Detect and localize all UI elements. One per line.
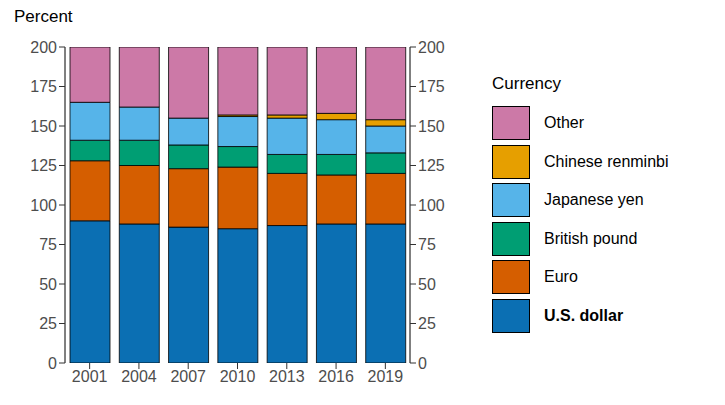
- html-text:U.S. dollar: U.S. dollar: [544, 306, 624, 324]
- svg-text:25: 25: [39, 315, 57, 332]
- svg-text:125: 125: [30, 157, 57, 174]
- svg-text:0: 0: [48, 355, 57, 372]
- svg-text:200: 200: [418, 39, 445, 56]
- html-text:Chinese renminbi: Chinese renminbi: [544, 152, 669, 170]
- svg-text:150: 150: [30, 118, 57, 135]
- html-text:Euro: Euro: [544, 268, 578, 286]
- svg-text:125: 125: [418, 157, 445, 174]
- html-text:Other: Other: [544, 114, 584, 132]
- svg-text:75: 75: [39, 236, 57, 253]
- svg-text:150: 150: [418, 118, 445, 135]
- svg-text:2019: 2019: [368, 368, 404, 385]
- svg-text:2004: 2004: [121, 368, 157, 385]
- svg-text:50: 50: [39, 276, 57, 293]
- svg-text:25: 25: [418, 315, 436, 332]
- svg-text:2016: 2016: [318, 368, 354, 385]
- svg-text:175: 175: [418, 78, 445, 95]
- svg-text:2007: 2007: [170, 368, 206, 385]
- svg-text:0: 0: [418, 355, 427, 372]
- svg-text:100: 100: [418, 197, 445, 214]
- html-text:Percent: Percent: [14, 7, 73, 26]
- svg-text:100: 100: [30, 197, 57, 214]
- svg-text:50: 50: [418, 276, 436, 293]
- svg-text:2013: 2013: [269, 368, 305, 385]
- html-text:Currency: Currency: [492, 74, 561, 93]
- svg-text:200: 200: [30, 39, 57, 56]
- svg-text:175: 175: [30, 78, 57, 95]
- svg-text:2010: 2010: [220, 368, 256, 385]
- svg-text:2001: 2001: [72, 368, 108, 385]
- svg-text:75: 75: [418, 236, 436, 253]
- html-text:British pound: British pound: [544, 229, 638, 247]
- html-text:Japanese yen: Japanese yen: [544, 191, 644, 209]
